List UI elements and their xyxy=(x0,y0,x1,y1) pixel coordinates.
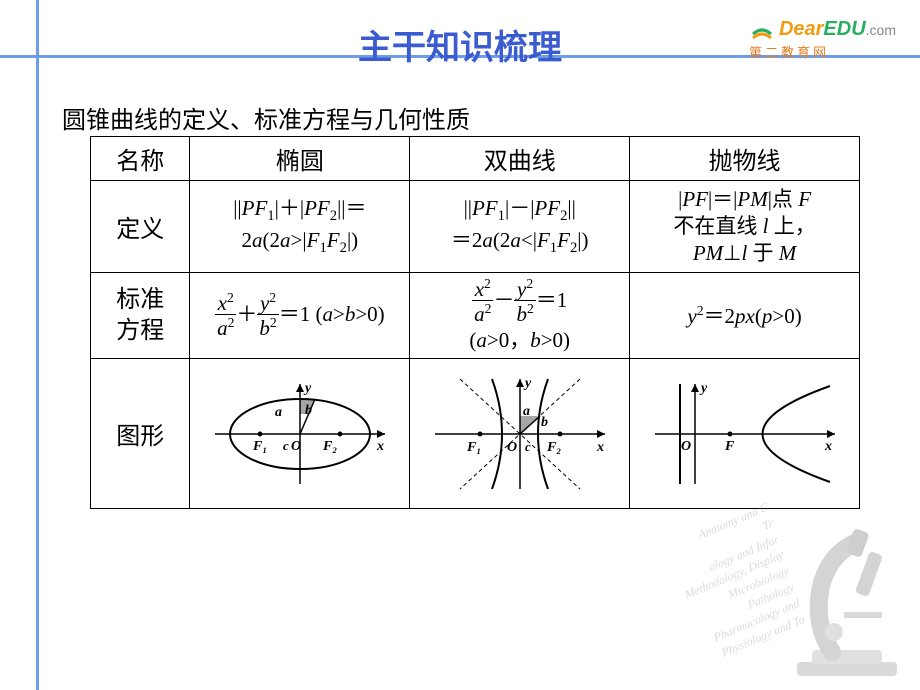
def-ellipse: ||PF1|＋|PF2||＝ 2a(2a>|F1F2|) xyxy=(190,181,410,273)
row-figure: 图形 a b F₁ c O F₂ x y xyxy=(91,359,860,509)
section-subtitle: 圆锥曲线的定义、标准方程与几何性质 xyxy=(62,100,470,135)
fig-hyperbola: a b c F₁ O F₂ x y xyxy=(410,359,630,509)
row-equation: 标准方程 x2a2＋y2b2＝1 (a>b>0) x2a2－y2b2＝1 (a>… xyxy=(91,273,860,359)
fig-ellipse: a b F₁ c O F₂ x y xyxy=(190,359,410,509)
def-parabola: |PF|＝|PM|点 F 不在直线 l 上， PM⊥l 于 M xyxy=(630,181,860,273)
page-title: 主干知识梳理 xyxy=(0,20,920,69)
vertical-border xyxy=(36,0,39,690)
eq-hyperbola: x2a2－y2b2＝1 (a>0，b>0) xyxy=(410,273,630,359)
ellipse-diagram: a b F₁ c O F₂ x y xyxy=(205,374,395,494)
eq-parabola: y2＝2px(p>0) xyxy=(630,273,860,359)
row-definition: 定义 ||PF1|＋|PF2||＝ 2a(2a>|F1F2|) ||PF1|－|… xyxy=(91,181,860,273)
svg-text:a: a xyxy=(523,404,530,419)
label-equation: 标准方程 xyxy=(91,273,190,359)
svg-text:c: c xyxy=(283,438,289,453)
svg-text:y: y xyxy=(699,381,708,396)
svg-text:F₂: F₂ xyxy=(322,439,337,454)
header-hyperbola: 双曲线 xyxy=(410,137,630,181)
svg-text:x: x xyxy=(824,439,832,454)
def-hyperbola: ||PF1|－|PF2|| ＝2a(2a<|F1F2|) xyxy=(410,181,630,273)
svg-text:F: F xyxy=(724,439,735,454)
svg-text:c: c xyxy=(525,439,531,454)
table-header-row: 名称 椭圆 双曲线 抛物线 xyxy=(91,137,860,181)
svg-text:y: y xyxy=(303,381,312,396)
svg-text:b: b xyxy=(541,415,548,430)
parabola-diagram: O F x y xyxy=(645,374,845,494)
svg-text:F₁: F₁ xyxy=(466,440,481,455)
svg-text:F₂: F₂ xyxy=(546,440,561,455)
hyperbola-diagram: a b c F₁ O F₂ x y xyxy=(425,369,615,499)
svg-text:O: O xyxy=(291,439,301,454)
svg-text:b: b xyxy=(305,403,312,418)
svg-text:O: O xyxy=(507,440,517,455)
label-figure: 图形 xyxy=(91,359,190,509)
svg-text:F₁: F₁ xyxy=(252,439,267,454)
svg-text:a: a xyxy=(275,405,282,420)
microscope-icon xyxy=(782,522,912,682)
header-name: 名称 xyxy=(91,137,190,181)
fig-parabola: O F x y xyxy=(630,359,860,509)
svg-text:x: x xyxy=(596,440,604,455)
svg-text:x: x xyxy=(376,439,384,454)
header-parabola: 抛物线 xyxy=(630,137,860,181)
svg-text:O: O xyxy=(681,439,691,454)
conic-table: 名称 椭圆 双曲线 抛物线 定义 ||PF1|＋|PF2||＝ 2a(2a>|F… xyxy=(90,136,860,509)
svg-text:y: y xyxy=(523,376,532,391)
label-definition: 定义 xyxy=(91,181,190,273)
eq-ellipse: x2a2＋y2b2＝1 (a>b>0) xyxy=(190,273,410,359)
header-ellipse: 椭圆 xyxy=(190,137,410,181)
